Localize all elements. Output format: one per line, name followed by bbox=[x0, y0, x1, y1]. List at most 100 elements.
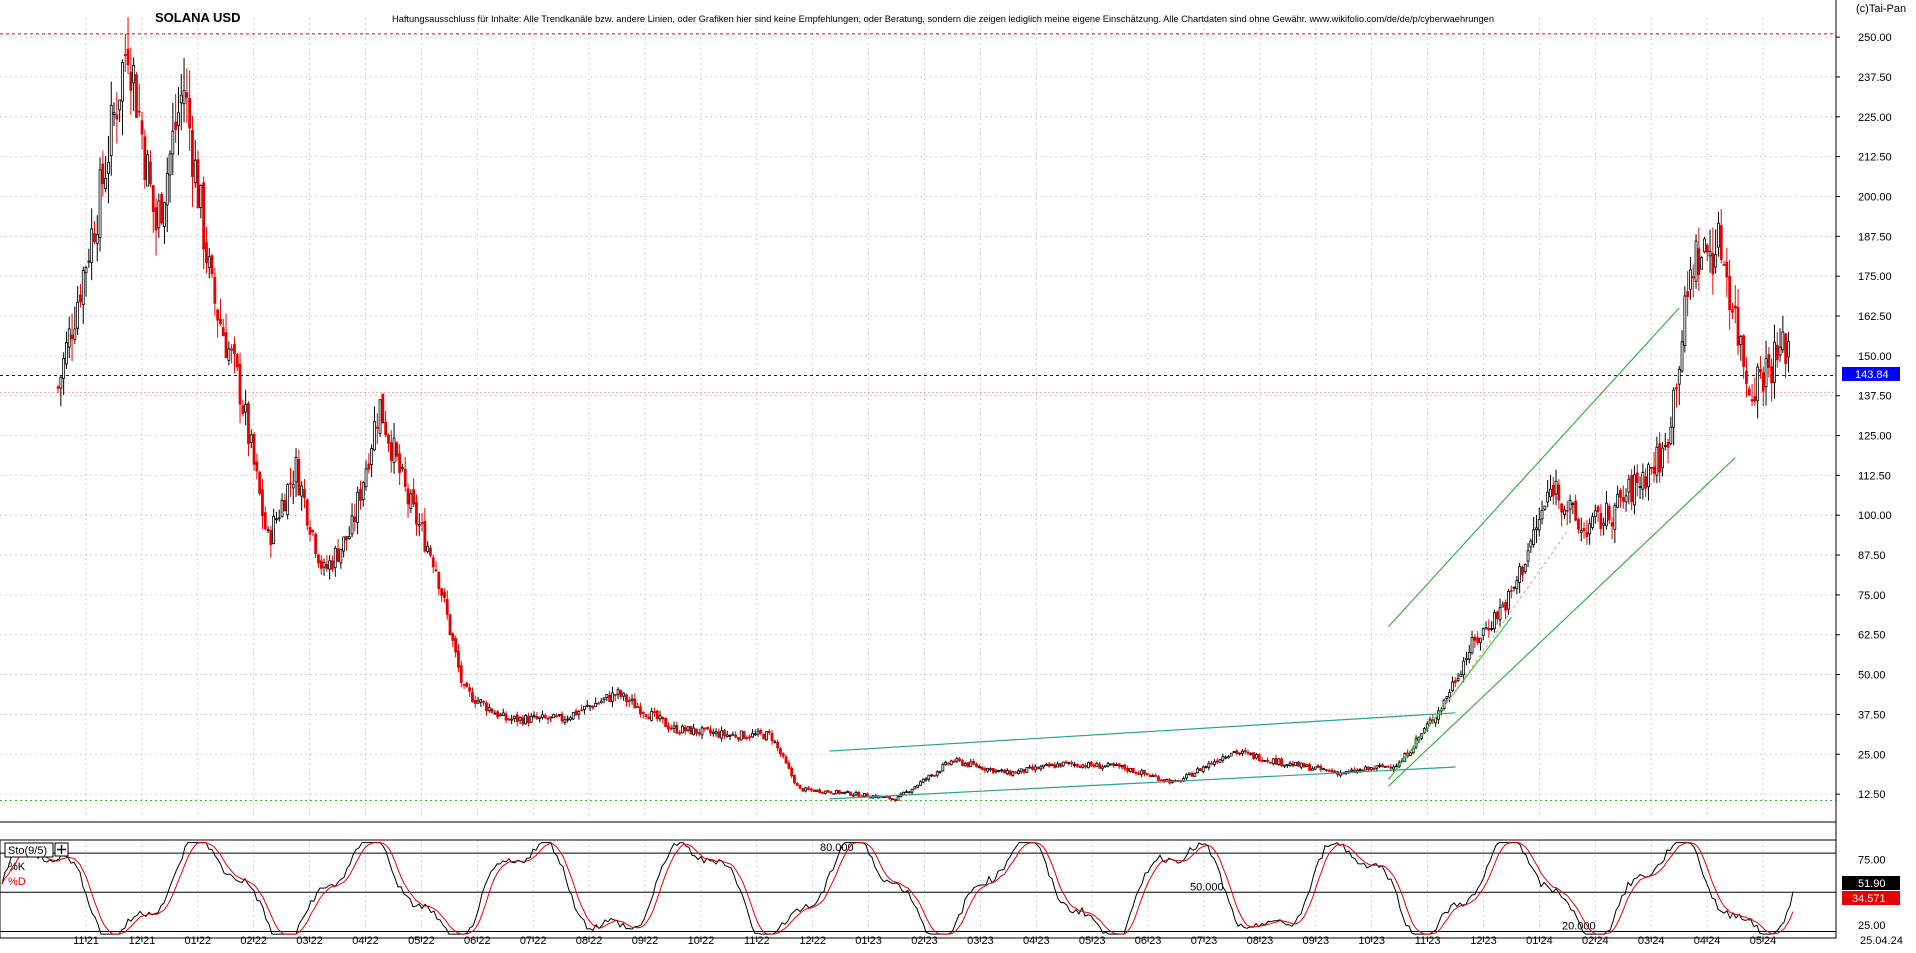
candle-body bbox=[1731, 309, 1734, 313]
candle-body bbox=[1512, 586, 1516, 589]
stochastic-level-label: 80.000 bbox=[820, 842, 854, 854]
candle-body bbox=[1067, 761, 1071, 764]
candle-body bbox=[748, 736, 752, 739]
candle-body bbox=[1036, 766, 1040, 770]
candle-body bbox=[751, 732, 754, 738]
candle-body bbox=[244, 404, 248, 413]
candle-body bbox=[865, 793, 869, 798]
candle-body bbox=[737, 737, 740, 740]
stochastic-level-label: 20.000 bbox=[1562, 920, 1596, 932]
stochastic-tick-label: 75.00 bbox=[1858, 855, 1886, 867]
candle-body bbox=[1677, 368, 1681, 385]
candle-body bbox=[1019, 768, 1023, 773]
candle-body bbox=[1708, 250, 1712, 257]
candle-body bbox=[221, 327, 225, 337]
candle-body bbox=[1302, 762, 1306, 768]
candle-body bbox=[1675, 387, 1678, 390]
candle-body bbox=[849, 791, 852, 796]
candle-body bbox=[468, 687, 472, 692]
stochastic-panel: 80.000 50.000 20.000 bbox=[0, 839, 1837, 939]
candle-body bbox=[1213, 761, 1216, 765]
candle-body bbox=[882, 796, 886, 799]
candle-body bbox=[717, 731, 721, 738]
candle-body bbox=[303, 488, 306, 499]
candle-body bbox=[496, 711, 500, 718]
candle-body bbox=[375, 426, 379, 429]
candle-body bbox=[1635, 472, 1639, 484]
y-tick-label: 200.00 bbox=[1858, 191, 1892, 203]
candle-body bbox=[1507, 590, 1510, 610]
candle-body bbox=[395, 442, 399, 457]
candle-body bbox=[969, 761, 973, 767]
y-tick-label: 50.00 bbox=[1858, 670, 1886, 682]
candle-body bbox=[1742, 335, 1746, 367]
candle-body bbox=[1369, 767, 1373, 771]
candle-body bbox=[65, 342, 68, 365]
candle-body bbox=[518, 716, 522, 721]
candle-body bbox=[219, 319, 222, 325]
trend-line bbox=[1387, 616, 1512, 781]
candle-body bbox=[1134, 771, 1138, 774]
candle-body bbox=[1722, 264, 1726, 266]
candle-body bbox=[93, 233, 96, 243]
candle-body bbox=[538, 716, 542, 719]
candle-body bbox=[773, 741, 777, 744]
candle-body bbox=[1599, 512, 1603, 530]
candle-body bbox=[1126, 767, 1130, 772]
candle-body bbox=[574, 710, 578, 716]
candle-body bbox=[1582, 527, 1586, 532]
candle-body bbox=[1537, 518, 1541, 531]
candle-body bbox=[798, 784, 802, 789]
candle-body bbox=[143, 136, 147, 181]
candle-body bbox=[784, 756, 788, 764]
candle-body bbox=[678, 732, 682, 735]
candle-body bbox=[1733, 305, 1737, 309]
candle-body bbox=[1271, 758, 1275, 764]
candle-body bbox=[1467, 652, 1471, 660]
candle-body bbox=[1288, 762, 1292, 766]
candle-body bbox=[1131, 768, 1135, 774]
candle-body bbox=[1081, 764, 1085, 768]
candle-body bbox=[1616, 493, 1620, 508]
candle-body bbox=[1199, 768, 1202, 772]
candle-body bbox=[829, 791, 833, 794]
candle-body bbox=[283, 500, 287, 512]
plus-icon[interactable] bbox=[54, 842, 69, 857]
candle-body bbox=[602, 697, 606, 700]
candle-body bbox=[944, 761, 948, 765]
candle-body bbox=[1151, 775, 1155, 778]
candle-body bbox=[949, 760, 953, 766]
candle-body bbox=[686, 726, 690, 731]
candle-body bbox=[1327, 770, 1331, 772]
candle-body bbox=[1294, 761, 1298, 766]
candle-body bbox=[1526, 550, 1530, 562]
candle-body bbox=[1297, 761, 1300, 767]
y-tick-label: 75.00 bbox=[1858, 590, 1886, 602]
candle-body bbox=[1210, 762, 1214, 765]
candle-body bbox=[1764, 358, 1768, 388]
candle-body bbox=[667, 725, 670, 730]
candle-body bbox=[1252, 752, 1256, 759]
candle-body bbox=[1350, 769, 1354, 772]
candle-body bbox=[373, 421, 376, 451]
candle-body bbox=[1092, 764, 1096, 767]
candle-body bbox=[311, 530, 315, 532]
candle-body bbox=[790, 767, 794, 777]
candle-body bbox=[535, 716, 539, 719]
candle-body bbox=[1358, 769, 1362, 772]
candle-body bbox=[308, 526, 312, 535]
candle-body bbox=[1283, 764, 1286, 767]
candle-body bbox=[1017, 770, 1020, 775]
y-tick-label: 12.50 bbox=[1858, 789, 1886, 801]
candle-body bbox=[700, 727, 704, 736]
candle-body bbox=[1579, 530, 1583, 533]
candle-body bbox=[1386, 765, 1390, 768]
stochastic-k-box bbox=[1842, 876, 1900, 890]
candle-body bbox=[1157, 776, 1160, 781]
candle-body bbox=[1490, 628, 1494, 630]
x-tick-label: 03'23 bbox=[967, 935, 994, 947]
candle-body bbox=[403, 468, 407, 487]
candle-body bbox=[627, 699, 631, 703]
candle-body bbox=[1392, 766, 1396, 770]
candle-body bbox=[437, 571, 441, 590]
